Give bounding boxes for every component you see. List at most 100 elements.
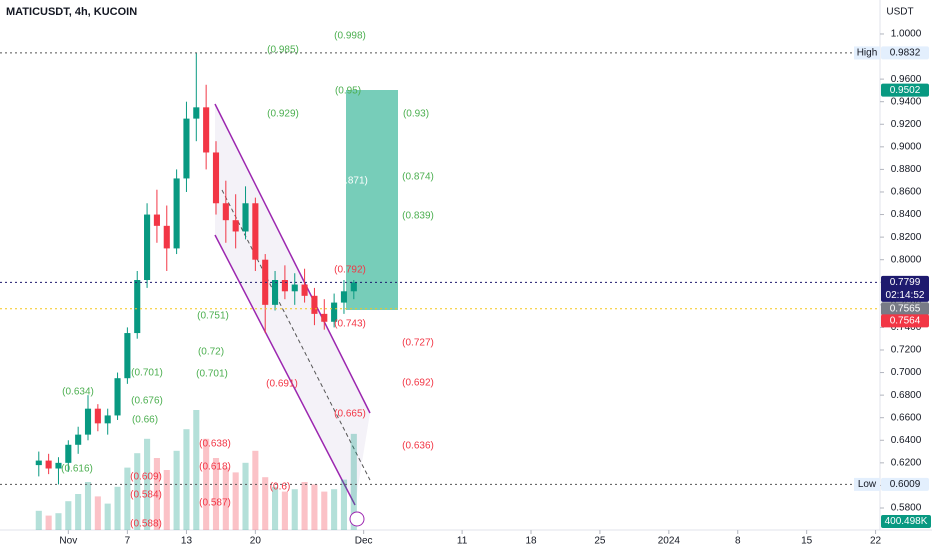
annotation: (0.618) [199,462,231,473]
x-tick-label: 25 [594,536,606,547]
price-tag-label: 0.7799 [890,277,921,288]
candle-body [35,460,42,466]
y-tick-label: 0.6600 [891,412,922,423]
annotation: (0.998) [334,31,366,42]
annotation: (0.839) [402,211,434,222]
annotation: (0.691) [266,379,298,390]
y-tick-label: 0.7000 [891,367,922,378]
x-tick-label: Dec [355,536,373,547]
annotation: (0.6) [270,482,291,493]
annotation: (0.634) [62,387,94,398]
volume-bar [252,450,259,530]
volume-bar [45,515,52,530]
y-tick-label: 0.8200 [891,232,922,243]
volume-bar [232,472,239,530]
y-tick-label: 0.7200 [891,345,922,356]
volume-bar [281,491,288,530]
candle-body [65,444,72,463]
price-tag [881,46,929,60]
volume-bar [340,479,348,530]
x-tick-label: 8 [735,536,741,547]
candle-body [321,313,328,322]
annotation: (0.874) [402,172,434,183]
candle-body [232,220,239,232]
y-tick-label: 0.5800 [891,503,922,514]
candle-body [114,378,121,416]
candle-body [55,462,62,469]
price-tag [881,302,929,316]
price-tag [881,477,929,491]
candle-body [94,408,101,424]
volume-bar [144,438,151,530]
candle-body [134,280,141,334]
annotation: (0.636) [402,441,434,452]
annotation: (0.72) [198,347,224,358]
annotation: (0.616) [61,464,93,475]
volume-bar [193,410,200,530]
annotation: (0.727) [402,338,434,349]
volume-bar [183,429,190,530]
candle-body [84,408,92,435]
volume-bar [163,470,170,530]
volume-bar [222,467,229,530]
candle-body [45,460,52,469]
annotation: (0.871) [336,176,368,187]
volume-bar [242,462,249,530]
x-tick-label: 22 [870,536,882,547]
price-tag-name-bg [854,477,880,491]
y-tick-label: 0.9200 [891,119,922,130]
volume-bar [311,484,318,530]
y-tick-label: 0.8400 [891,209,922,220]
annotation: (0.792) [334,265,366,276]
price-tag-name: High [857,48,878,59]
volume-bar [321,491,328,530]
x-tick-label: 11 [457,536,468,547]
y-tick-label: 0.6200 [891,457,922,468]
volume-bar [35,510,42,530]
annotation: (0.676) [131,396,163,407]
candle-body [340,291,348,303]
volume-bar [134,453,141,530]
x-tick-label: 15 [801,536,813,547]
long-position-box [346,90,398,310]
x-tick-label: 13 [181,536,193,547]
y-tick-label: 0.8600 [891,187,922,198]
axis-unit: USDT [886,7,913,18]
candle-body [144,214,151,281]
y-tick-label: 0.9000 [891,141,922,152]
candle-body [222,203,229,221]
price-tag-label: 0.7565 [890,303,921,314]
annotation: (0.93) [403,109,429,120]
volume-bar [124,467,131,530]
volume-bar [104,503,111,530]
candle-body [242,203,249,232]
candle-body [291,284,298,292]
chart-title: MATICUSDT, 4h, KUCOIN [6,6,137,18]
candle-body [153,214,160,226]
candle-body [252,203,259,260]
candle-body [331,302,338,322]
channel-lower [214,234,356,506]
volume-tag-label: 400.498K [885,516,928,527]
annotation: (0.588) [130,519,162,530]
price-tag-label: 0.7564 [890,316,921,327]
annotation: (0.701) [131,368,163,379]
candle-body [281,280,288,292]
candle-body [203,107,210,153]
annotation: (0.985) [267,45,299,56]
x-tick-label: 2024 [658,536,681,547]
volume-bar [301,482,308,530]
annotation: (0.665) [334,409,366,420]
alert-icon[interactable] [349,511,365,527]
volume-bar [331,489,338,530]
y-tick-label: 0.9600 [891,74,922,85]
volume-tag [881,515,931,528]
price-tag-label: 0.9502 [890,85,921,96]
x-tick-label: 7 [125,536,131,547]
channel-center [221,189,371,481]
annotation: (0.95) [335,86,361,97]
y-tick-label: 0.6800 [891,390,922,401]
price-tag-name-bg [854,46,880,60]
channel-upper [214,103,371,414]
